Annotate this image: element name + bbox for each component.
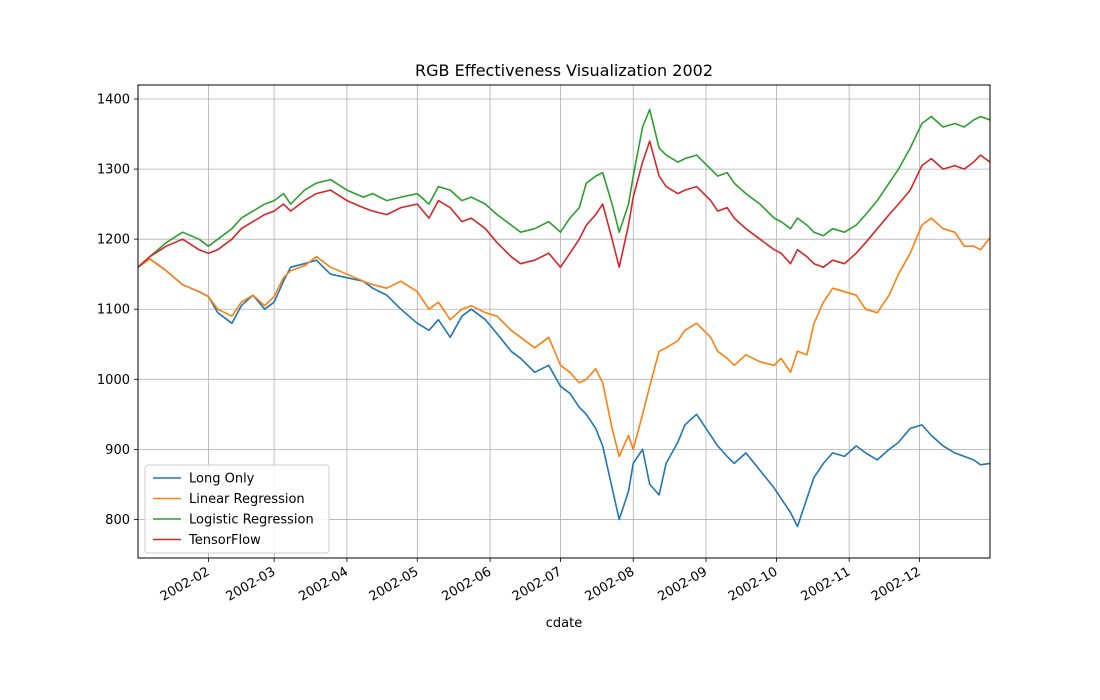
y-tick-label: 800 bbox=[105, 513, 130, 528]
x-axis-label: cdate bbox=[546, 616, 582, 631]
y-tick-label: 1300 bbox=[97, 163, 130, 178]
y-tick-label: 1200 bbox=[97, 233, 130, 248]
gridlines bbox=[138, 85, 990, 558]
legend: Long Only Linear Regression Logistic Regre… bbox=[144, 464, 330, 554]
plot-lines bbox=[138, 108, 990, 528]
legend-label: Logistic Regression bbox=[189, 513, 314, 528]
y-tick-label: 1400 bbox=[97, 93, 130, 108]
plot-frame bbox=[137, 84, 991, 559]
series-line-1 bbox=[138, 217, 990, 458]
series-line-3 bbox=[138, 140, 990, 268]
legend-label: Long Only bbox=[189, 472, 255, 487]
y-tick-label: 1100 bbox=[97, 303, 130, 318]
chart-title: RGB Effectiveness Visualization 2002 bbox=[415, 61, 713, 80]
y-tick-label: 900 bbox=[105, 443, 130, 458]
legend-label: Linear Regression bbox=[189, 492, 305, 507]
legend-box bbox=[144, 464, 330, 554]
series-line-0 bbox=[138, 258, 990, 528]
series-line-2 bbox=[138, 108, 990, 268]
y-axis: 800 900 1000 1100 1200 1300 1400 bbox=[97, 93, 138, 528]
y-tick-label: 1000 bbox=[97, 373, 130, 388]
legend-label: TensorFlow bbox=[188, 533, 261, 548]
